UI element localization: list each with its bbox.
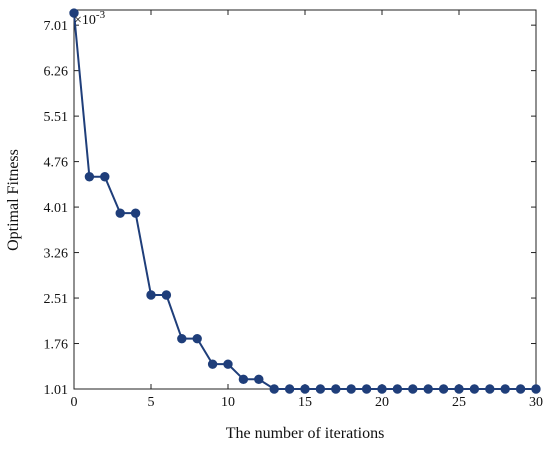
data-point bbox=[485, 384, 495, 394]
x-tick-label: 0 bbox=[71, 395, 78, 410]
data-point bbox=[284, 384, 295, 394]
data-point bbox=[346, 384, 356, 394]
data-point bbox=[331, 384, 341, 394]
data-point bbox=[130, 208, 141, 218]
data-point bbox=[223, 359, 233, 369]
data-point bbox=[438, 384, 449, 394]
y-tick-label: 6.26 bbox=[44, 65, 69, 80]
data-point bbox=[269, 384, 279, 394]
y-tick-label: 2.51 bbox=[44, 292, 69, 307]
y-tick-label: 1.01 bbox=[44, 383, 69, 398]
data-point bbox=[146, 290, 156, 300]
x-axis-label: The number of iterations bbox=[226, 425, 385, 442]
y-tick-label: 5.51 bbox=[44, 110, 69, 125]
data-point bbox=[315, 384, 326, 394]
data-point bbox=[392, 384, 403, 394]
data-point bbox=[69, 8, 79, 18]
series-layer bbox=[69, 8, 541, 394]
data-point bbox=[500, 384, 510, 394]
data-point bbox=[177, 333, 187, 344]
plot-area bbox=[73, 9, 537, 390]
data-point bbox=[84, 172, 95, 182]
y-tick-label: 7.01 bbox=[44, 19, 69, 34]
data-point bbox=[100, 172, 110, 182]
y-tick-label: 4.76 bbox=[44, 156, 69, 171]
x-tick-label: 5 bbox=[148, 395, 155, 410]
data-point bbox=[300, 384, 310, 394]
data-point bbox=[254, 374, 264, 384]
y-axis-label: Optimal Fitness bbox=[5, 149, 22, 251]
data-point bbox=[515, 384, 526, 394]
y-tick-label: 1.76 bbox=[44, 338, 69, 353]
x-tick-label: 10 bbox=[221, 395, 235, 410]
data-point bbox=[377, 384, 387, 394]
data-point bbox=[161, 290, 172, 300]
y-tick-label: 4.01 bbox=[44, 201, 69, 216]
data-point bbox=[115, 208, 125, 218]
data-point bbox=[454, 384, 464, 394]
data-point bbox=[531, 384, 541, 394]
data-point bbox=[423, 384, 433, 394]
data-point bbox=[469, 384, 480, 394]
x-tick-label: 20 bbox=[375, 395, 389, 410]
y-exponent-label: ×10-3 bbox=[74, 9, 106, 28]
data-point bbox=[192, 333, 202, 344]
data-point bbox=[361, 384, 372, 394]
data-point bbox=[238, 374, 249, 384]
y-tick-label: 3.26 bbox=[44, 247, 69, 262]
y-axis: 1.01 1.76 2.51 3.26 4.01 4.76 5.51 6.26 7.01 bbox=[44, 19, 536, 398]
x-tick-label: 30 bbox=[529, 395, 543, 410]
data-point bbox=[408, 384, 418, 394]
x-tick-label: 15 bbox=[298, 395, 312, 410]
data-point bbox=[207, 359, 218, 369]
x-tick-label: 25 bbox=[452, 395, 466, 410]
